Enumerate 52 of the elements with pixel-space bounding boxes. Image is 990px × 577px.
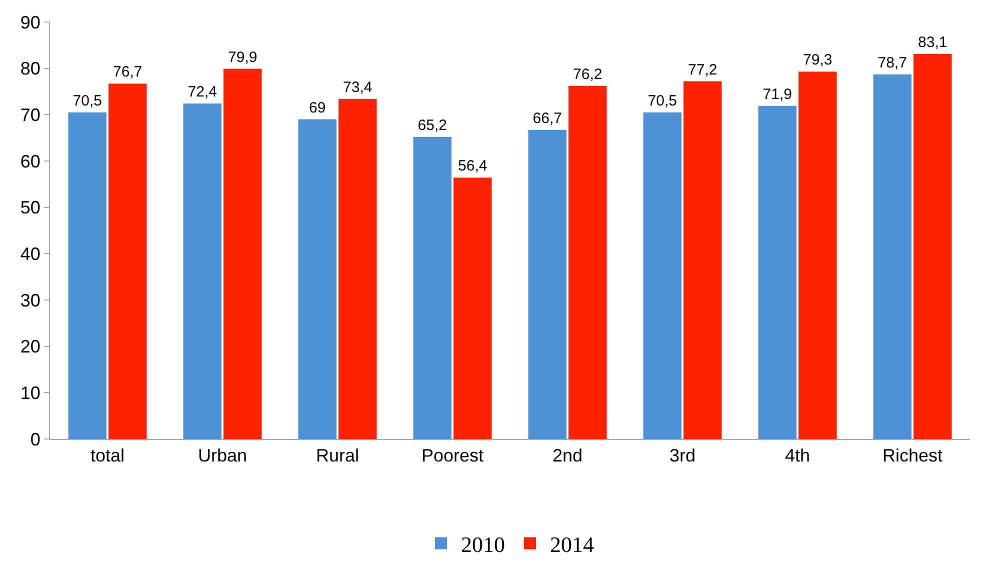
data-label: 77,2 <box>688 61 718 78</box>
data-label: 71,9 <box>762 86 792 103</box>
y-tick-label: 40 <box>20 244 40 264</box>
data-label: 79,9 <box>228 48 258 66</box>
bar <box>758 106 796 439</box>
data-label: 76,2 <box>573 66 602 83</box>
bar <box>643 112 682 439</box>
bar <box>298 119 336 439</box>
bar <box>338 98 377 439</box>
bar <box>873 74 912 439</box>
y-tick-label: 80 <box>20 58 40 79</box>
bar <box>183 104 222 439</box>
data-label: 78,7 <box>878 54 907 72</box>
y-tick-label: 90 <box>20 12 40 32</box>
data-label: 70,5 <box>72 92 102 110</box>
bar <box>684 81 722 439</box>
legend-label: 2010 <box>461 532 505 557</box>
data-label: 73,4 <box>343 78 372 96</box>
x-tick-label: Richest <box>882 446 943 466</box>
x-tick-label: Poorest <box>421 446 484 466</box>
y-tick-label: 30 <box>20 290 40 310</box>
x-tick-label: Rural <box>316 446 360 466</box>
y-tick-label: 60 <box>20 151 40 172</box>
x-tick-label: total <box>90 446 125 466</box>
x-tick-label: 2nd <box>552 446 583 466</box>
data-label: 70,5 <box>648 92 677 110</box>
data-label: 79,3 <box>803 52 832 69</box>
legend-label: 2014 <box>550 532 594 557</box>
x-tick-label: 4th <box>784 446 810 466</box>
bar <box>413 136 452 439</box>
data-label: 69 <box>309 99 326 116</box>
data-label: 72,4 <box>188 84 217 101</box>
data-label: 66,7 <box>532 110 562 127</box>
bar <box>108 84 147 439</box>
y-tick-label: 20 <box>20 336 40 357</box>
bar <box>68 112 106 439</box>
x-tick-label: 3rd <box>669 446 696 466</box>
data-label: 65,2 <box>418 116 447 134</box>
bar <box>914 54 952 439</box>
y-tick-label: 10 <box>20 382 40 403</box>
y-tick-label: 50 <box>20 198 40 218</box>
bar <box>224 68 262 439</box>
x-tick-label: Urban <box>198 446 248 466</box>
y-tick-label: 0 <box>30 429 40 450</box>
data-label: 56,4 <box>458 158 488 175</box>
bar <box>528 130 566 439</box>
y-tick-label: 70 <box>20 104 40 125</box>
data-label: 83,1 <box>918 34 948 51</box>
bar <box>798 72 837 439</box>
bar <box>454 178 492 439</box>
bar <box>568 86 607 439</box>
data-label: 76,7 <box>113 64 142 81</box>
